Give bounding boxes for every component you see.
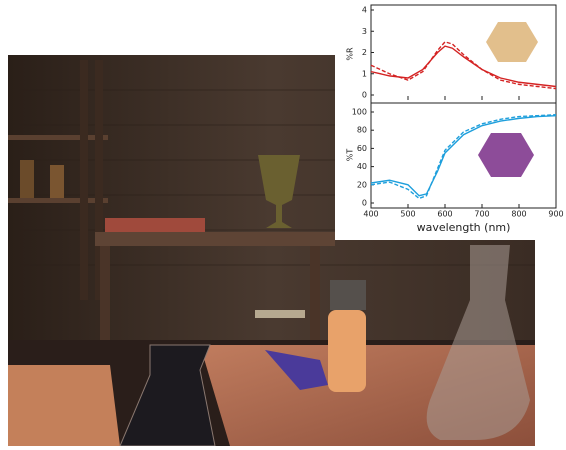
y-tick-label: 100 <box>352 108 367 117</box>
y-axis-label: %R <box>346 47 355 61</box>
y-tick-label: 4 <box>362 6 367 15</box>
y-axis-label: %T <box>346 149 355 162</box>
y-tick-label: 2 <box>362 48 367 57</box>
x-tick-label: 500 <box>400 210 415 219</box>
x-tick-label: 800 <box>511 210 526 219</box>
y-tick-label: 60 <box>357 144 367 153</box>
x-axis-label: wavelength (nm) <box>417 221 511 234</box>
x-tick-label: 900 <box>548 210 563 219</box>
x-tick-label: 600 <box>437 210 452 219</box>
y-tick-label: 3 <box>362 27 367 36</box>
figure: 0 1 2 3 4 %R 0 20 40 60 80 100 400 500 600 700 800 900 %T w… <box>0 0 566 446</box>
y-tick-label: 80 <box>357 126 367 135</box>
y-tick-label: 1 <box>362 69 367 78</box>
y-tick-label: 40 <box>357 162 367 171</box>
x-tick-label: 700 <box>474 210 489 219</box>
y-tick-label: 0 <box>362 91 367 100</box>
y-tick-label: 0 <box>362 199 367 208</box>
y-tick-label: 20 <box>357 180 367 189</box>
x-tick-label: 400 <box>363 210 378 219</box>
